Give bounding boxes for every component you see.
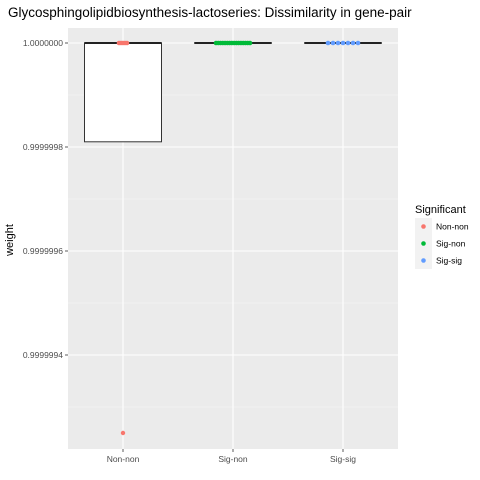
data-point: [350, 40, 356, 46]
data-point: [325, 40, 331, 46]
x-tick-label: Sig-sig: [330, 454, 356, 464]
x-tick-label: Sig-non: [218, 454, 248, 464]
legend-swatch: [421, 241, 426, 246]
y-tick-label: 0.9999994: [23, 350, 63, 360]
x-axis-ticks: Non-non Sig-non Sig-sig: [107, 449, 356, 464]
box-layer: [84, 42, 382, 436]
y-axis-ticks: 0.9999994 0.9999996 0.9999998 1.0000000: [23, 38, 68, 360]
legend-label: Sig-sig: [436, 256, 462, 266]
legend-label: Non-non: [436, 222, 469, 232]
legend-title: Significant: [415, 204, 466, 216]
data-point: [345, 40, 351, 46]
data-point: [124, 40, 130, 46]
data-point: [340, 40, 346, 46]
data-point: [330, 40, 336, 46]
chart-title: Glycosphingolipidbiosynthesis-lactoserie…: [8, 5, 412, 20]
point-layer: [116, 40, 361, 46]
data-point: [335, 40, 341, 46]
legend-label: Sig-non: [436, 239, 466, 249]
y-tick-label: 0.9999996: [23, 246, 63, 256]
x-tick-label: Non-non: [107, 454, 140, 464]
y-tick-label: 0.9999998: [23, 142, 63, 152]
legend: Significant Non-non Sig-non Sig-sig: [415, 204, 469, 269]
legend-swatch: [421, 224, 426, 229]
legend-swatch: [421, 258, 426, 263]
data-point: [247, 40, 253, 46]
data-point: [355, 40, 361, 46]
y-tick-label: 1.0000000: [23, 38, 63, 48]
outlier-point: [120, 430, 126, 436]
box-body: [84, 42, 162, 143]
y-axis-label: weight: [4, 224, 16, 257]
